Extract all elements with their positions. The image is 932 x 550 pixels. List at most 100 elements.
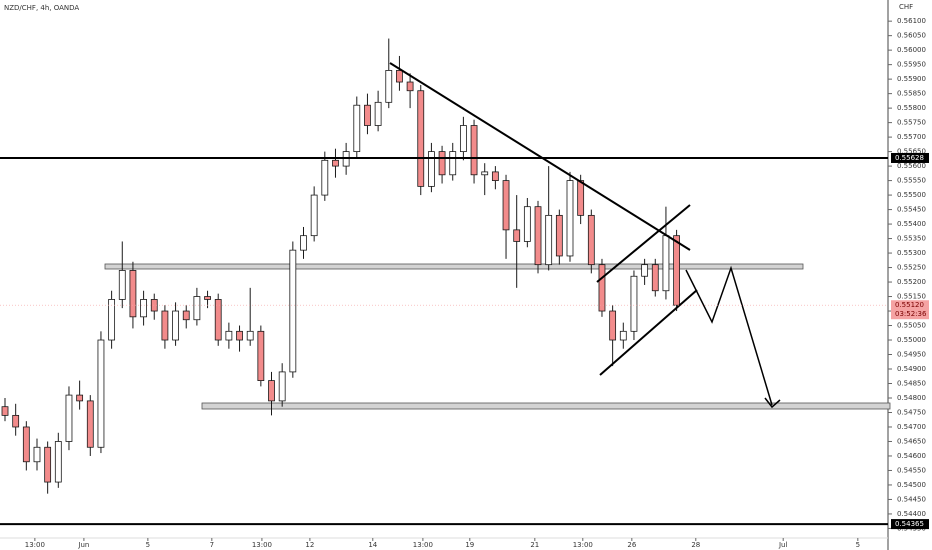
- y-tick-label: 0.54650: [897, 437, 926, 445]
- candle-body: [630, 275, 638, 332]
- y-tick-label: 0.54450: [897, 495, 926, 503]
- y-tick-label: 0.54600: [897, 452, 926, 460]
- flag-upper: [596, 204, 691, 283]
- y-tick-label: 0.55250: [897, 264, 926, 272]
- x-tick-label: 7: [210, 541, 214, 549]
- candle-body: [428, 151, 435, 187]
- candle-body: [523, 206, 531, 242]
- candle-body: [193, 296, 201, 321]
- candle-body: [662, 235, 670, 292]
- candle-body: [76, 394, 84, 402]
- candle-body: [651, 264, 659, 292]
- x-tick-label: 19: [465, 541, 474, 549]
- candle-body: [555, 214, 563, 257]
- candle-body: [332, 159, 339, 167]
- candle-body: [118, 270, 126, 300]
- y-tick-label: 0.54950: [897, 351, 926, 359]
- candle-body: [566, 180, 574, 257]
- x-tick-label: 12: [305, 541, 314, 549]
- candle-body: [587, 214, 595, 266]
- candle-body: [491, 171, 499, 181]
- y-tick-label: 0.54800: [897, 394, 926, 402]
- x-tick-label: 13:00: [413, 541, 433, 549]
- candle-body: [225, 330, 233, 341]
- projection-path: [685, 265, 773, 406]
- candle-body: [278, 371, 286, 402]
- support-zone: [201, 402, 891, 410]
- x-tick-label: 26: [627, 541, 636, 549]
- candle-body: [459, 125, 467, 153]
- y-tick-label: 0.56050: [897, 32, 926, 40]
- zones: [104, 263, 891, 410]
- candle-body: [150, 299, 158, 312]
- candle-body: [257, 330, 265, 382]
- y-tick-label: 0.55350: [897, 235, 926, 243]
- candle-body: [246, 330, 254, 341]
- y-tick-label: 0.54850: [897, 379, 926, 387]
- x-tick-label: 13:00: [252, 541, 272, 549]
- y-tick-label: 0.55750: [897, 119, 926, 127]
- candle-body: [236, 330, 243, 341]
- candle-body: [353, 104, 361, 153]
- flag-lower: [599, 289, 698, 376]
- y-tick-label: 0.56000: [897, 46, 926, 54]
- level-label: 0.55628: [895, 154, 924, 162]
- candle-body: [300, 235, 307, 251]
- candle-body: [97, 339, 105, 448]
- candle-body: [310, 194, 318, 237]
- x-tick-label: 5: [856, 541, 860, 549]
- level-label-box: [891, 519, 929, 530]
- x-tick-label: 13:00: [573, 541, 593, 549]
- candle-body: [140, 299, 147, 318]
- candle-body: [214, 299, 222, 341]
- last-price-box: [891, 300, 929, 320]
- y-tick-label: 0.55600: [897, 162, 926, 170]
- y-tick-label: 0.55200: [897, 278, 926, 286]
- candle-body: [364, 104, 371, 126]
- candle-body: [406, 81, 414, 92]
- candle-body: [619, 330, 627, 341]
- candle-body: [65, 394, 73, 442]
- candle-body: [12, 414, 20, 428]
- x-tick-label: 28: [691, 541, 700, 549]
- x-tick-label: Jul: [778, 541, 788, 549]
- candle-body: [289, 249, 297, 373]
- candle-body: [374, 101, 382, 126]
- x-tick-label: 13:00: [25, 541, 45, 549]
- candle-body: [598, 264, 606, 312]
- candle-body: [502, 180, 510, 231]
- x-tick-label: 21: [530, 541, 539, 549]
- y-tick-label: 0.55950: [897, 61, 926, 69]
- y-tick-label: 0.55450: [897, 206, 926, 214]
- arrow-head: [764, 397, 781, 409]
- candle-body: [577, 180, 585, 216]
- candle-body: [481, 171, 489, 176]
- candle-body: [545, 214, 553, 266]
- y-tick-label: 0.55800: [897, 104, 926, 112]
- x-tick-label: 14: [368, 541, 377, 549]
- candle-body: [172, 310, 179, 341]
- candle-body: [385, 70, 393, 103]
- candle-body: [44, 446, 52, 483]
- candle-body: [417, 90, 425, 187]
- candle-body: [22, 426, 30, 463]
- x-tick-label: Jun: [77, 541, 89, 549]
- candle-body: [161, 310, 169, 341]
- y-tick-label: 0.55050: [897, 322, 926, 330]
- candle-body: [33, 446, 41, 463]
- candle-body: [54, 441, 62, 483]
- y-tick-label: 0.55650: [897, 148, 926, 156]
- axis-unit: CHF: [899, 3, 913, 11]
- level-label-box: [891, 152, 929, 163]
- y-tick-label: 0.55150: [897, 293, 926, 301]
- candle-body: [673, 235, 680, 306]
- candle-body: [396, 70, 403, 83]
- symbol-title: NZD/CHF, 4h, OANDA: [4, 4, 79, 12]
- candle-body: [641, 264, 649, 277]
- candle-body: [534, 206, 542, 266]
- candle-body: [204, 296, 211, 300]
- countdown: 03:52:36: [895, 310, 927, 318]
- candle-body: [609, 310, 617, 341]
- y-tick-label: 0.55550: [897, 177, 926, 185]
- trend-line: [389, 62, 691, 251]
